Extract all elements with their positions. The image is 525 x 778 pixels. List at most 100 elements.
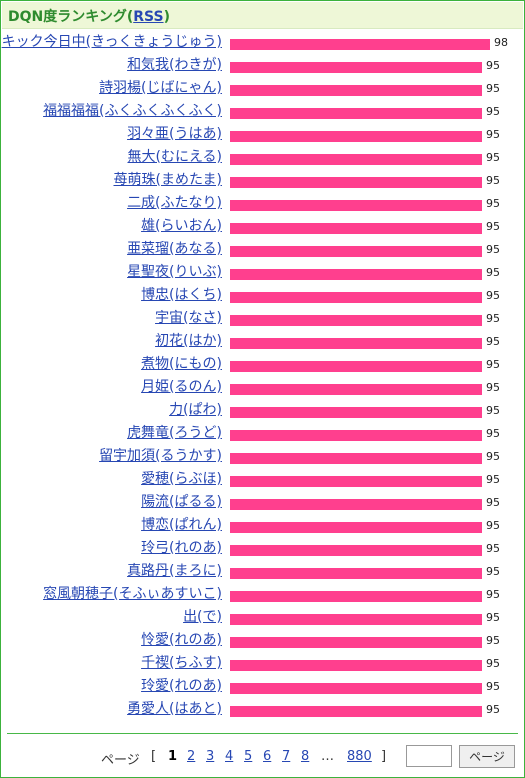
ranking-row: 星聖夜(りいぶ) 95 [1,261,524,284]
ranking-bar [230,430,482,441]
ranking-bar [230,200,482,211]
ranking-bar [230,591,482,602]
ranking-name-link[interactable]: 陽流(ぱるる) [141,494,222,510]
ranking-name-link[interactable]: 星聖夜(りいぶ) [127,264,222,280]
pager-ellipsis: … [321,749,334,764]
ranking-name-link[interactable]: 博恋(ぱれん) [141,517,222,533]
page-number-input[interactable] [406,745,452,767]
ranking-name-link[interactable]: 月姫(るのん) [141,379,222,395]
ranking-score: 95 [486,105,500,118]
ranking-name-link[interactable]: 千禊(ちふす) [141,655,222,671]
ranking-row: 詩羽楊(じばにゃん) 95 [1,77,524,100]
title-text: DQN度ランキング [8,9,127,25]
ranking-name-link[interactable]: 福福福福(ふくふくふくふく) [43,103,222,119]
ranking-bar [230,683,482,694]
ranking-bar [230,177,482,188]
go-page-button[interactable]: ページ [459,745,515,768]
page-link-last[interactable]: 880 [347,749,372,764]
ranking-name-link[interactable]: 詩羽楊(じばにゃん) [99,80,222,96]
ranking-name-link[interactable]: 二成(ふたなり) [127,195,222,211]
ranking-name-link[interactable]: 宇宙(なさ) [155,310,222,326]
ranking-row: 窓風朝穂子(そふぃあすいこ) 95 [1,583,524,606]
ranking-score: 95 [486,312,500,325]
ranking-row: 力(ぱわ) 95 [1,399,524,422]
panel-header: DQN度ランキング(RSS) [2,2,523,29]
page-link-6[interactable]: 6 [263,749,272,764]
ranking-name-link[interactable]: 雄(らいおん) [141,218,222,234]
ranking-bar [230,614,482,625]
ranking-bar [230,108,482,119]
page-link-8[interactable]: 8 [301,749,310,764]
rss-link[interactable]: RSS [133,9,164,25]
title-paren-open: ( [126,9,134,25]
ranking-score: 95 [486,519,500,532]
ranking-row: 出(で) 95 [1,606,524,629]
ranking-bar [230,361,482,372]
page-link-7[interactable]: 7 [282,749,291,764]
ranking-name-link[interactable]: 虎舞竜(ろうど) [127,425,222,441]
title-paren-close: ) [163,9,170,25]
ranking-name-link[interactable]: 玲弓(れのあ) [141,540,222,556]
ranking-name-link[interactable]: 玲愛(れのあ) [141,678,222,694]
pager-bracket-close: ] [381,749,387,764]
ranking-score: 95 [486,588,500,601]
ranking-name-link[interactable]: 真路丹(まろに) [127,563,222,579]
page-link-4[interactable]: 4 [225,749,234,764]
ranking-score: 95 [486,404,500,417]
ranking-row: 宇宙(なさ) 95 [1,307,524,330]
ranking-score: 95 [486,335,500,348]
ranking-score: 95 [486,680,500,693]
ranking-row: 福福福福(ふくふくふくふく) 95 [1,100,524,123]
ranking-name-link[interactable]: 無大(むにえる) [127,149,222,165]
ranking-row: 雄(らいおん) 95 [1,215,524,238]
ranking-name-link[interactable]: 博忠(はくち) [141,287,222,303]
ranking-bar [230,545,482,556]
ranking-row: 真路丹(まろに) 95 [1,560,524,583]
page-link-2[interactable]: 2 [187,749,196,764]
ranking-name-link[interactable]: 勇愛人(はあと) [127,701,222,717]
page-link-5[interactable]: 5 [244,749,253,764]
ranking-bar [230,568,482,579]
ranking-bar [230,476,482,487]
ranking-score: 95 [486,473,500,486]
ranking-row: 和気我(わきが) 95 [1,54,524,77]
ranking-row: 千禊(ちふす) 95 [1,652,524,675]
ranking-bar [230,154,482,165]
ranking-name-link[interactable]: キック今日中(きっくきょうじゅう) [1,34,222,50]
ranking-row: 無大(むにえる) 95 [1,146,524,169]
ranking-name-link[interactable]: 留宇加須(るうかす) [99,448,222,464]
ranking-name-link[interactable]: 出(で) [183,609,222,625]
ranking-name-link[interactable]: 初花(はか) [155,333,222,349]
ranking-name-link[interactable]: 煮物(にもの) [141,356,222,372]
ranking-score: 95 [486,703,500,716]
ranking-name-link[interactable]: 苺萌珠(まめたま) [113,172,222,188]
ranking-bar [230,453,482,464]
ranking-score: 95 [486,542,500,555]
ranking-row: 煮物(にもの) 95 [1,353,524,376]
page-link-3[interactable]: 3 [206,749,215,764]
ranking-score: 95 [486,427,500,440]
ranking-score: 95 [486,358,500,371]
page-current: 1 [168,749,178,764]
divider [7,733,518,734]
ranking-row: キック今日中(きっくきょうじゅう) 98 [1,31,524,54]
ranking-row: 留宇加須(るうかす) 95 [1,445,524,468]
ranking-score: 95 [486,450,500,463]
ranking-name-link[interactable]: 和気我(わきが) [127,57,222,73]
ranking-row: 二成(ふたなり) 95 [1,192,524,215]
ranking-bar [230,522,482,533]
ranking-name-link[interactable]: 愛穂(らぶほ) [141,471,222,487]
ranking-name-link[interactable]: 亜菜瑠(あなる) [127,241,222,257]
ranking-row: 苺萌珠(まめたま) 95 [1,169,524,192]
ranking-bar [230,62,482,73]
ranking-bar [230,706,482,717]
ranking-name-link[interactable]: 力(ぱわ) [169,402,222,418]
ranking-name-link[interactable]: 怜愛(れのあ) [141,632,222,648]
ranking-bar [230,660,482,671]
ranking-score: 98 [494,36,508,49]
ranking-row: 陽流(ぱるる) 95 [1,491,524,514]
ranking-bar [230,246,482,257]
ranking-score: 95 [486,266,500,279]
ranking-name-link[interactable]: 窓風朝穂子(そふぃあすいこ) [43,586,222,602]
ranking-name-link[interactable]: 羽々亜(うはあ) [127,126,222,142]
